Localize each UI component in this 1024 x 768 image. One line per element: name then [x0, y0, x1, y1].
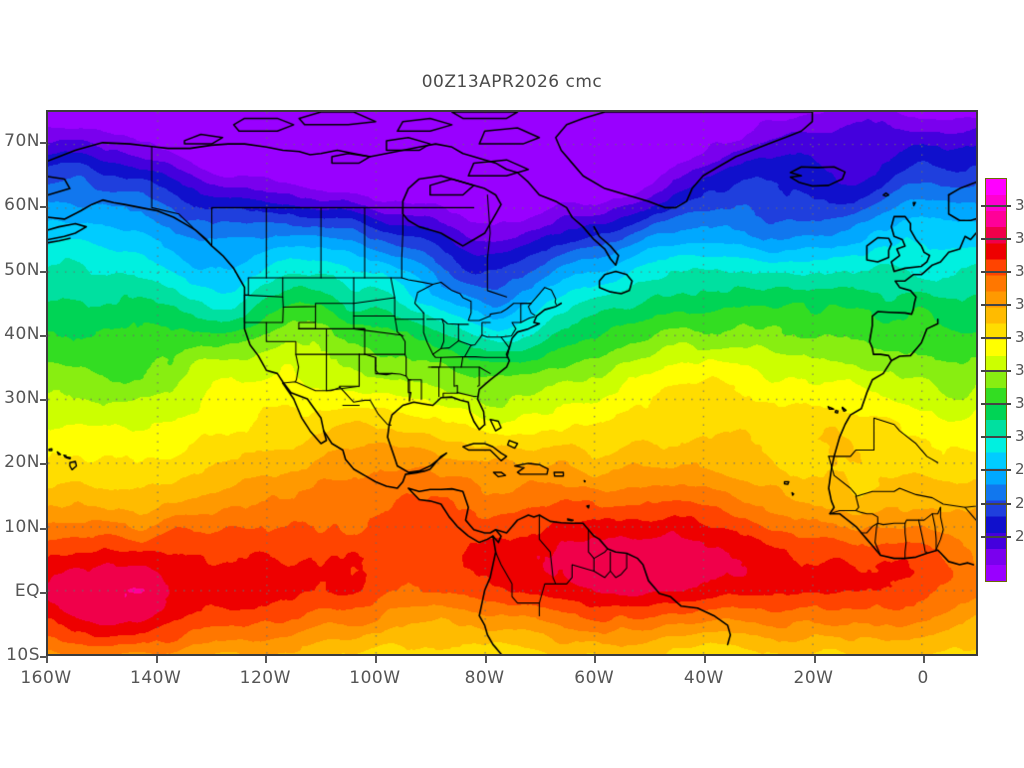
lon-tick-label: 120W	[239, 668, 291, 688]
lat-tick-mark	[40, 591, 47, 594]
colorbar-tick-mark	[981, 270, 1011, 273]
title-line-model: 00Z13APR2026 cmc	[421, 72, 603, 92]
lon-tick-label: 20W	[793, 668, 834, 688]
lon-tick-label: 40W	[683, 668, 724, 688]
lat-tick-label: 10S	[6, 645, 40, 665]
lon-tick-label: 80W	[464, 668, 505, 688]
colorbar-tick-label: 276	[1015, 526, 1024, 545]
colorbar-tick-mark	[981, 436, 1011, 439]
lon-tick-mark	[923, 656, 926, 663]
colorbar-tick-mark	[981, 370, 1011, 373]
colorbar: 375 366 354 345 336 327 315 306 297 288 276	[981, 178, 1024, 582]
lat-tick-mark	[40, 334, 47, 337]
map-plot-area	[46, 110, 978, 656]
lat-tick-label: 60N	[4, 195, 40, 216]
lon-tick-label: 60W	[574, 668, 615, 688]
lat-tick-mark	[40, 270, 47, 273]
lon-tick-mark	[484, 656, 487, 663]
colorbar-tick-mark	[981, 535, 1011, 538]
latitude-axis: 70N 60N 50N 40N 30N 20N 10N EQ 10S	[0, 110, 47, 665]
lon-tick-mark	[374, 656, 377, 663]
colorbar-tick-mark	[981, 403, 1011, 406]
lat-tick-label: 10N	[4, 516, 40, 537]
lon-tick-mark	[703, 656, 706, 663]
colorbar-tick-label: 288	[1015, 493, 1024, 512]
lat-tick-label: 30N	[4, 388, 40, 409]
lon-tick-mark	[594, 656, 597, 663]
lon-tick-label: 100W	[349, 668, 401, 688]
colorbar-tick-label: 336	[1015, 328, 1024, 347]
colorbar-tick-label: 366	[1015, 228, 1024, 247]
lat-tick-mark	[40, 463, 47, 466]
colorbar-gradient	[985, 178, 1007, 582]
lat-tick-label: EQ	[14, 580, 40, 601]
lat-tick-label: 50N	[4, 259, 40, 280]
colorbar-tick-mark	[981, 204, 1011, 207]
lon-tick-mark	[813, 656, 816, 663]
colorbar-tick-label: 327	[1015, 361, 1024, 380]
colorbar-tick-mark	[981, 303, 1011, 306]
lat-tick-label: 40N	[4, 323, 40, 344]
lon-tick-label: 0	[917, 668, 929, 688]
theta-e-heatmap-canvas	[48, 112, 976, 654]
lat-tick-mark	[40, 527, 47, 530]
longitude-axis: 160W 140W 120W 100W 80W 60W 40W 20W 0	[20, 656, 978, 696]
lat-tick-label: 20N	[4, 452, 40, 473]
colorbar-tick-mark	[981, 502, 1011, 505]
lat-tick-mark	[40, 656, 47, 658]
colorbar-tick-label: 315	[1015, 394, 1024, 413]
colorbar-tick-mark	[981, 337, 1011, 340]
colorbar-tick-mark	[981, 237, 1011, 240]
colorbar-tick-label: 375	[1015, 195, 1024, 214]
lat-tick-mark	[40, 142, 47, 145]
lat-tick-label: 70N	[4, 131, 40, 152]
lon-tick-mark	[265, 656, 268, 663]
lat-tick-mark	[40, 399, 47, 402]
lon-tick-mark	[155, 656, 158, 663]
colorbar-tick-label: 354	[1015, 261, 1024, 280]
colorbar-tick-mark	[981, 469, 1011, 472]
colorbar-tick-label: 345	[1015, 294, 1024, 313]
colorbar-tick-label: 297	[1015, 460, 1024, 479]
lat-tick-mark	[40, 206, 47, 209]
colorbar-tick-label: 306	[1015, 427, 1024, 446]
lon-tick-label: 140W	[130, 668, 182, 688]
lon-tick-mark	[46, 656, 48, 663]
lon-tick-label: 160W	[20, 668, 72, 688]
